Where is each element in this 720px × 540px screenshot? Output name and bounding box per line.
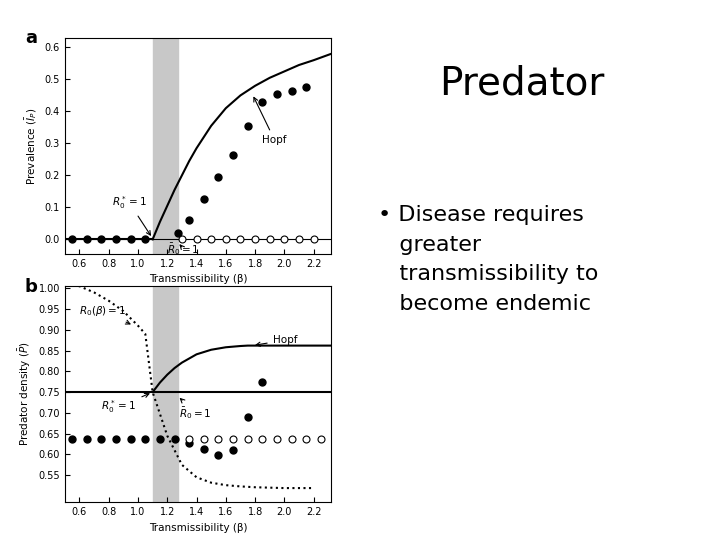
Y-axis label: Predator density ($\bar{P}$): Predator density ($\bar{P}$) xyxy=(17,342,32,447)
Bar xyxy=(153,38,178,254)
Y-axis label: Prevalence ($\bar{I}_P$): Prevalence ($\bar{I}_P$) xyxy=(23,107,39,185)
X-axis label: Transmissibility (β): Transmissibility (β) xyxy=(149,274,247,284)
Text: $R_0(\beta)=1$: $R_0(\beta)=1$ xyxy=(79,304,130,324)
Text: $R_0^*=1$: $R_0^*=1$ xyxy=(102,394,149,415)
Bar xyxy=(153,286,178,502)
Text: Hopf: Hopf xyxy=(254,97,287,145)
Text: $\bar{R}_0=1$: $\bar{R}_0=1$ xyxy=(167,241,200,257)
Text: a: a xyxy=(24,29,37,47)
Text: $\bar{R}_0=1$: $\bar{R}_0=1$ xyxy=(179,399,212,421)
X-axis label: Transmissibility (β): Transmissibility (β) xyxy=(149,523,247,532)
Text: • Disease requires
   greater
   transmissibility to
   become endemic: • Disease requires greater transmissibil… xyxy=(378,205,598,314)
Text: $R_0^*=1$: $R_0^*=1$ xyxy=(112,194,150,235)
Text: b: b xyxy=(24,278,37,295)
Text: Predator: Predator xyxy=(439,65,605,103)
Text: Hopf: Hopf xyxy=(256,335,297,346)
